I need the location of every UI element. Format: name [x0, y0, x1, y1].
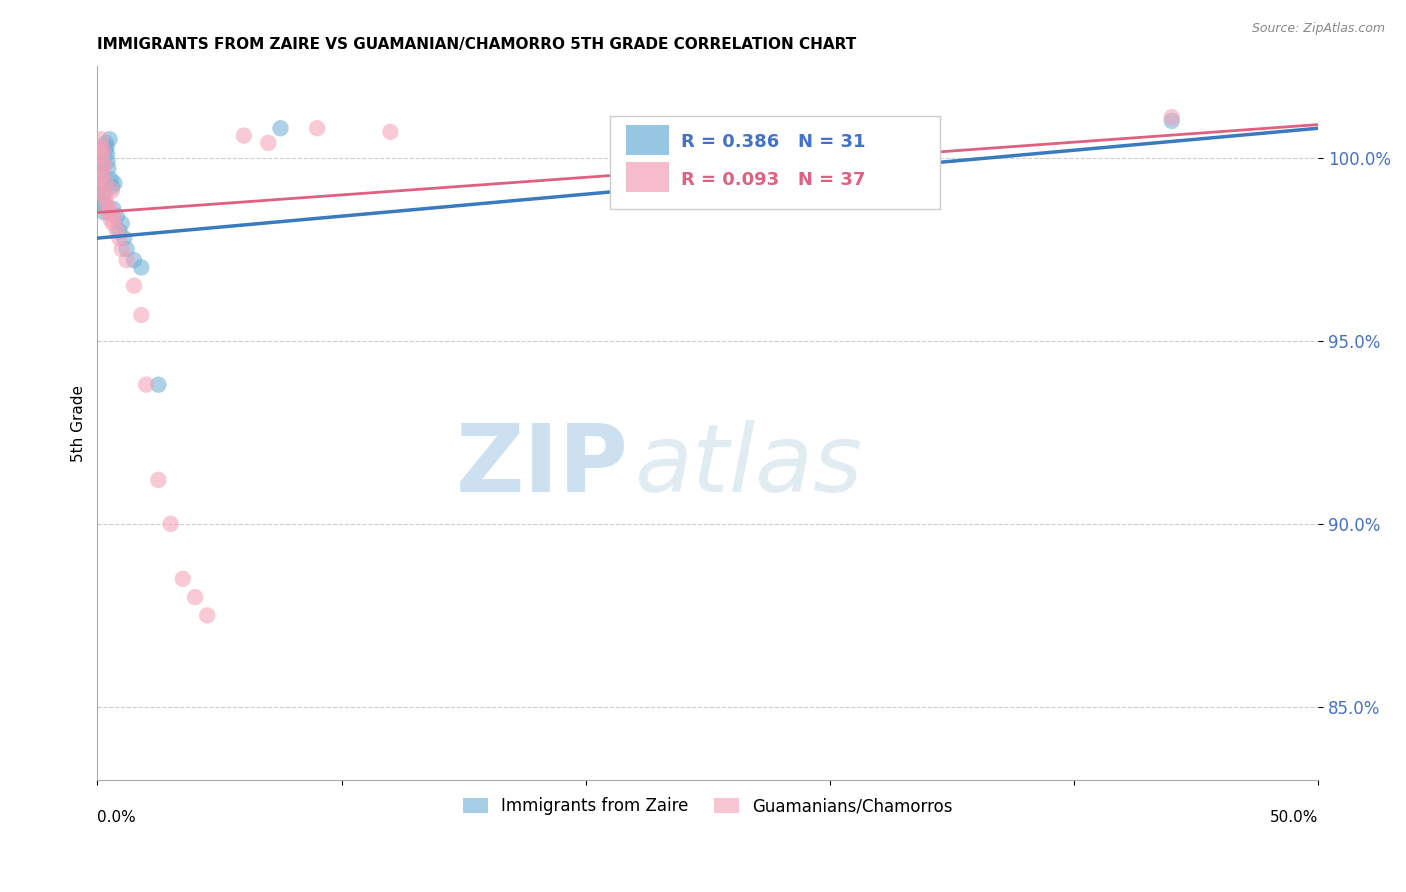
Point [94, 176, 117, 190]
Point [93, 187, 115, 202]
Point [96, 139, 118, 153]
Point [91, 161, 114, 176]
Text: atlas: atlas [634, 420, 863, 511]
Point [105, 224, 128, 238]
Point [148, 473, 170, 487]
Point [131, 308, 153, 322]
Point [96, 198, 118, 212]
Point [195, 608, 218, 623]
Point [1160, 114, 1182, 128]
Point [148, 377, 170, 392]
Point [103, 202, 125, 216]
Point [90, 151, 112, 165]
Point [380, 125, 402, 139]
Point [96, 147, 118, 161]
Text: R = 0.093   N = 37: R = 0.093 N = 37 [681, 171, 865, 189]
Point [108, 231, 131, 245]
Point [93, 158, 115, 172]
Point [112, 231, 135, 245]
Point [91, 194, 114, 209]
Point [91, 169, 114, 183]
Point [101, 184, 124, 198]
Point [269, 121, 291, 136]
Text: R = 0.386   N = 31: R = 0.386 N = 31 [681, 133, 866, 151]
Point [111, 242, 134, 256]
FancyBboxPatch shape [626, 125, 669, 155]
Point [97, 205, 120, 219]
Point [105, 209, 128, 223]
Point [115, 253, 138, 268]
Point [122, 278, 145, 293]
Point [98, 132, 121, 146]
FancyBboxPatch shape [626, 162, 669, 192]
Point [90, 165, 112, 179]
Point [89, 147, 111, 161]
FancyBboxPatch shape [610, 116, 939, 209]
Point [89, 172, 111, 186]
Text: 0.0%: 0.0% [97, 810, 136, 824]
Point [103, 217, 125, 231]
Point [184, 590, 207, 604]
Point [91, 184, 114, 198]
Point [232, 128, 254, 143]
Text: 50.0%: 50.0% [1270, 810, 1319, 824]
Legend: Immigrants from Zaire, Guamanians/Chamorros: Immigrants from Zaire, Guamanians/Chamor… [457, 790, 959, 822]
Point [93, 143, 115, 157]
Point [98, 202, 121, 216]
Point [89, 158, 111, 172]
Point [87, 176, 110, 190]
Point [87, 179, 110, 194]
Point [97, 161, 120, 176]
Point [135, 377, 157, 392]
Point [115, 242, 138, 256]
Point [307, 121, 329, 136]
Text: ZIP: ZIP [456, 420, 628, 512]
Point [108, 224, 131, 238]
Y-axis label: 5th Grade: 5th Grade [72, 384, 86, 462]
Point [94, 191, 117, 205]
Point [94, 136, 117, 150]
Point [89, 169, 111, 183]
Point [101, 179, 124, 194]
Point [93, 187, 115, 202]
Point [122, 253, 145, 268]
Point [103, 209, 125, 223]
Point [257, 136, 280, 150]
Point [97, 154, 120, 169]
Point [172, 572, 194, 586]
Text: IMMIGRANTS FROM ZAIRE VS GUAMANIAN/CHAMORRO 5TH GRADE CORRELATION CHART: IMMIGRANTS FROM ZAIRE VS GUAMANIAN/CHAMO… [97, 37, 856, 53]
Point [89, 139, 111, 153]
Point [1160, 110, 1182, 124]
Point [100, 172, 122, 186]
Point [100, 212, 122, 227]
Point [111, 217, 134, 231]
Text: Source: ZipAtlas.com: Source: ZipAtlas.com [1251, 22, 1385, 36]
Point [93, 205, 115, 219]
Point [159, 516, 181, 531]
Point [103, 176, 125, 190]
Point [131, 260, 153, 275]
Point [93, 198, 115, 212]
Point [90, 132, 112, 146]
Point [90, 151, 112, 165]
Point [94, 143, 117, 157]
